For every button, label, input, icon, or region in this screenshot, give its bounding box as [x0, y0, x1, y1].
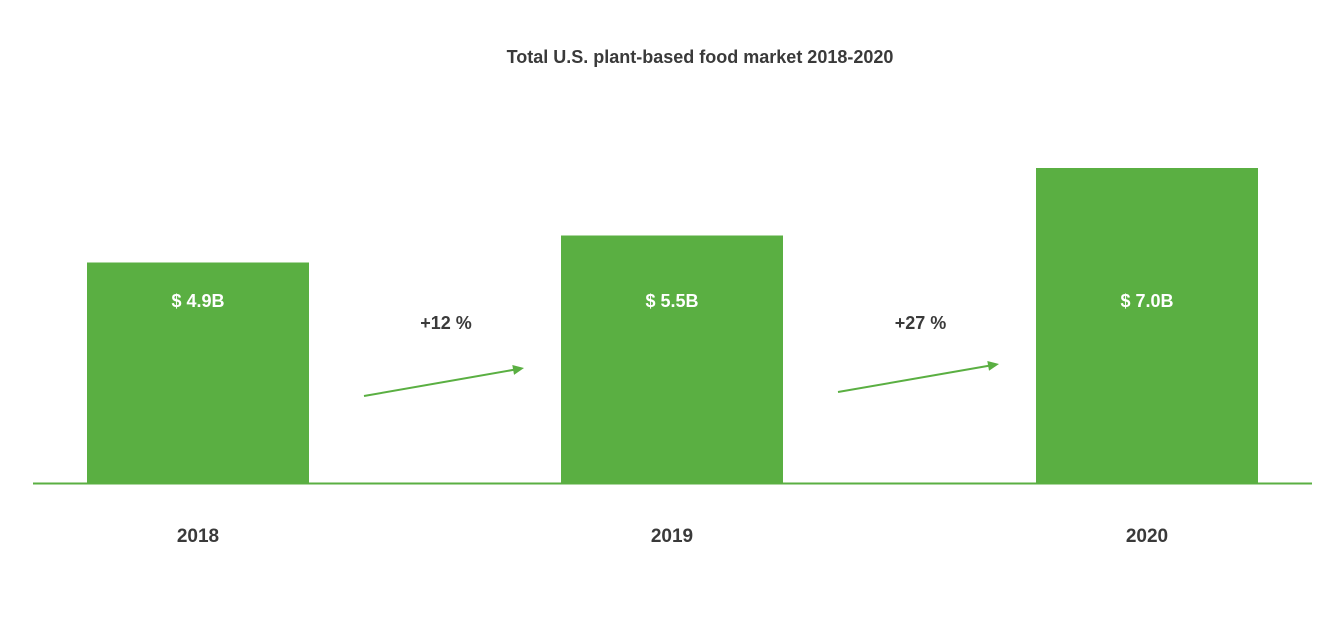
- bar-2019: [561, 235, 783, 483]
- bar-2018: [87, 262, 309, 483]
- growth-label: +27 %: [895, 313, 947, 333]
- bar-2020: [1036, 168, 1258, 483]
- growth-arrow: [363, 368, 517, 397]
- arrow-head-icon: [987, 360, 999, 371]
- bar-value-label: $ 7.0B: [1120, 291, 1173, 311]
- bar-value-label: $ 4.9B: [171, 291, 224, 311]
- x-tick-label: 2020: [1126, 526, 1168, 547]
- arrow-head-icon: [512, 364, 524, 375]
- growth-label: +12 %: [420, 313, 472, 333]
- x-tick-label: 2019: [651, 526, 693, 547]
- growth-arrow: [837, 364, 992, 393]
- bar-value-label: $ 5.5B: [645, 291, 698, 311]
- chart-title: Total U.S. plant-based food market 2018-…: [507, 47, 894, 67]
- x-tick-label: 2018: [177, 526, 219, 547]
